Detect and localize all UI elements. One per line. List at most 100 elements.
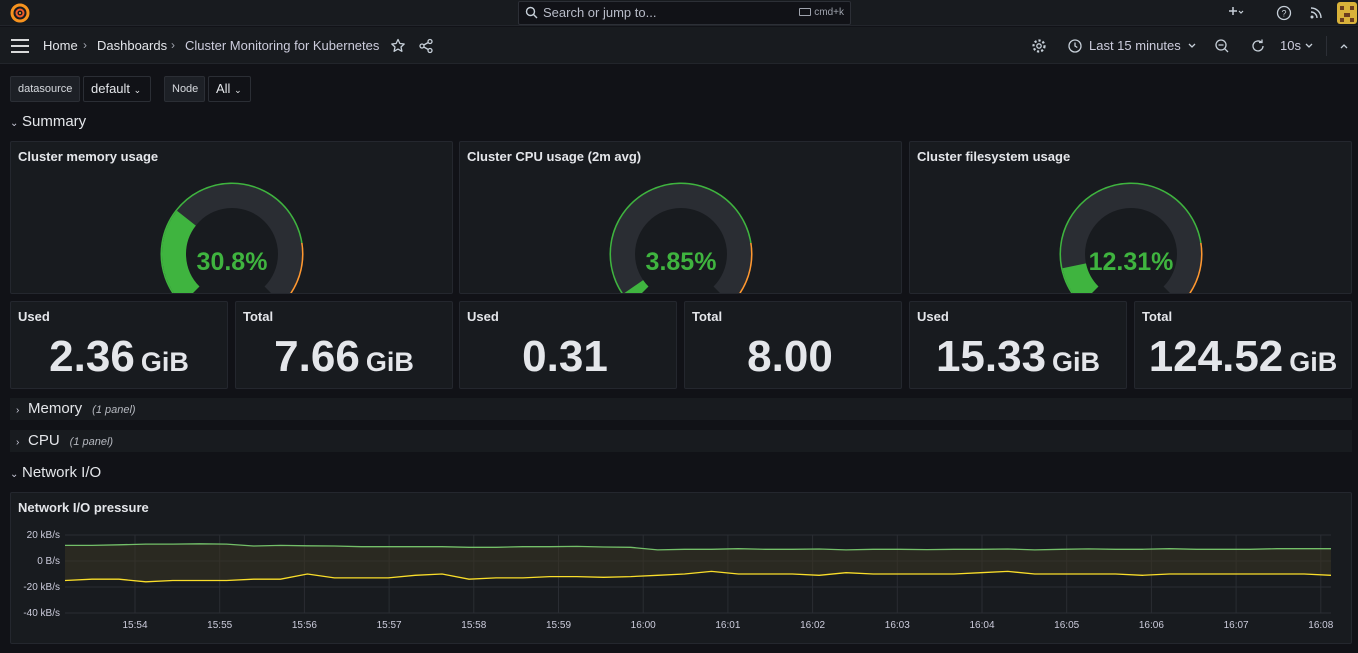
row-panel-count: (1 panel) [69, 436, 114, 448]
stat-number: 15.33 [935, 332, 1047, 381]
row-summary[interactable]: ⌄ Summary [10, 112, 1352, 132]
gauge-value: 30.8% [196, 248, 268, 276]
x-tick-label: 15:59 [546, 620, 571, 631]
stat-memory-used: Used 2.36 GiB [10, 301, 228, 389]
search-icon [525, 6, 538, 19]
divider [1326, 36, 1327, 56]
grafana-logo-icon[interactable] [10, 3, 30, 23]
variable-label-datasource: datasource [10, 76, 80, 102]
breadcrumb-separator: › [83, 38, 87, 52]
gauge-cpu: 3.85% [601, 175, 761, 305]
news-rss-icon[interactable] [1307, 4, 1325, 22]
dashboard-nav-bar: Home › Dashboards › Cluster Monitoring f… [0, 27, 1358, 64]
stat-number: 124.52 [1148, 332, 1284, 381]
gauge-value: 3.85% [645, 248, 717, 276]
help-icon[interactable]: ? [1275, 4, 1293, 22]
row-title: CPU [28, 432, 60, 449]
svg-text:?: ? [1281, 9, 1286, 19]
clock-icon[interactable] [1067, 38, 1083, 54]
series-line-0 [65, 543, 1331, 551]
gauge-track [1061, 184, 1201, 304]
chevron-right-icon: › [16, 437, 20, 448]
search-placeholder: Search or jump to... [543, 5, 657, 20]
variable-value: default [91, 81, 131, 96]
chevron-down-icon[interactable] [1303, 38, 1315, 54]
row-memory[interactable]: › Memory (1 panel) [10, 398, 1352, 420]
stat-filesystem-total: Total 124.52 GiB [1134, 301, 1352, 389]
y-tick-label: -40 kB/s [23, 608, 60, 619]
stat-value: 15.33 GiB [910, 332, 1126, 382]
y-tick-label: -20 kB/s [23, 582, 60, 593]
stat-cpu-total: Total 8.00 [684, 301, 902, 389]
panel-cluster-memory-usage: Cluster memory usage 30.8% [10, 141, 453, 305]
search-input[interactable]: Search or jump to... cmd+k [518, 1, 851, 25]
gauge-value: 12.31% [1088, 248, 1174, 276]
time-range-picker[interactable]: Last 15 minutes [1089, 38, 1181, 53]
gauge-value-arc [623, 279, 649, 304]
zoom-out-icon[interactable] [1214, 38, 1230, 54]
x-tick-label: 15:54 [122, 620, 147, 631]
star-icon[interactable] [390, 38, 406, 54]
breadcrumb-home[interactable]: Home [43, 38, 78, 53]
row-title: Network I/O [22, 464, 102, 481]
panel-cluster-filesystem-usage: Cluster filesystem usage 12.31% [909, 141, 1352, 305]
stat-unit: GiB [365, 347, 414, 377]
gauge-filesystem: 12.31% [1051, 175, 1211, 305]
stat-label: Used [18, 309, 50, 324]
gauge-memory: 30.8% [152, 175, 312, 305]
share-icon[interactable] [418, 38, 434, 54]
x-tick-label: 15:57 [377, 620, 402, 631]
stat-value: 124.52 GiB [1135, 332, 1351, 382]
chevron-down-icon: ⌄ [234, 85, 242, 95]
network-chart[interactable]: 20 kB/s 0 B/s -20 kB/s -40 kB/s 15:54 15:55 15… [11, 493, 1351, 643]
top-bar: Search or jump to... cmd+k ? [0, 0, 1358, 26]
gauge-arc [160, 182, 304, 305]
row-title: Memory [28, 400, 83, 417]
chevron-down-icon: ⌄ [10, 469, 19, 480]
x-tick-label: 16:01 [715, 620, 740, 631]
x-tick-label: 16:06 [1139, 620, 1164, 631]
stat-label: Total [243, 309, 274, 324]
x-tick-label: 15:58 [461, 620, 486, 631]
y-tick-label: 0 B/s [37, 556, 60, 567]
plus-icon[interactable] [1226, 4, 1244, 22]
series-fill-area [65, 543, 1331, 582]
user-avatar[interactable] [1337, 2, 1357, 24]
variable-select-node[interactable]: All ⌄ [208, 76, 251, 102]
variable-select-datasource[interactable]: default ⌄ [83, 76, 151, 102]
x-tick-label: 15:56 [292, 620, 317, 631]
x-tick-label: 16:08 [1308, 620, 1333, 631]
stat-filesystem-used: Used 15.33 GiB [909, 301, 1127, 389]
stat-number: 8.00 [747, 332, 833, 381]
breadcrumb-dashboards[interactable]: Dashboards [97, 38, 168, 53]
chevron-right-icon: › [16, 405, 20, 416]
stat-memory-total: Total 7.66 GiB [235, 301, 453, 389]
x-tick-label: 16:05 [1054, 620, 1079, 631]
panel-network-io-pressure: Network I/O pressure 20 kB/s 0 B/s -20 kB/… [10, 492, 1352, 644]
shortcut-text: cmd+k [814, 7, 844, 18]
x-tick-label: 16:03 [885, 620, 910, 631]
chevron-down-icon: ⌄ [10, 118, 19, 129]
chevron-down-icon[interactable] [1186, 38, 1198, 54]
stat-label: Used [467, 309, 499, 324]
menu-icon[interactable] [11, 39, 29, 53]
stat-label: Total [692, 309, 723, 324]
breadcrumb-separator: › [171, 38, 175, 52]
chevron-up-icon[interactable] [1338, 38, 1350, 54]
stat-number: 7.66 [274, 332, 360, 381]
settings-gear-icon[interactable] [1031, 38, 1047, 54]
keyboard-shortcut: cmd+k [799, 2, 844, 24]
row-panel-count: (1 panel) [92, 404, 136, 416]
variable-label-node: Node [164, 76, 205, 102]
refresh-interval-picker[interactable]: 10s [1280, 38, 1301, 53]
row-cpu[interactable]: › CPU (1 panel) [10, 430, 1352, 452]
stat-value: 0.31 [460, 332, 676, 382]
series-line-1 [64, 570, 1332, 583]
row-network-io[interactable]: ⌄ Network I/O [10, 463, 1352, 483]
variable-value: All [216, 81, 231, 96]
refresh-icon[interactable] [1250, 38, 1266, 54]
stat-number: 2.36 [49, 332, 135, 381]
stat-value: 7.66 GiB [236, 332, 452, 382]
stat-unit: GiB [140, 347, 189, 377]
chevron-down-icon: ⌄ [133, 85, 142, 95]
